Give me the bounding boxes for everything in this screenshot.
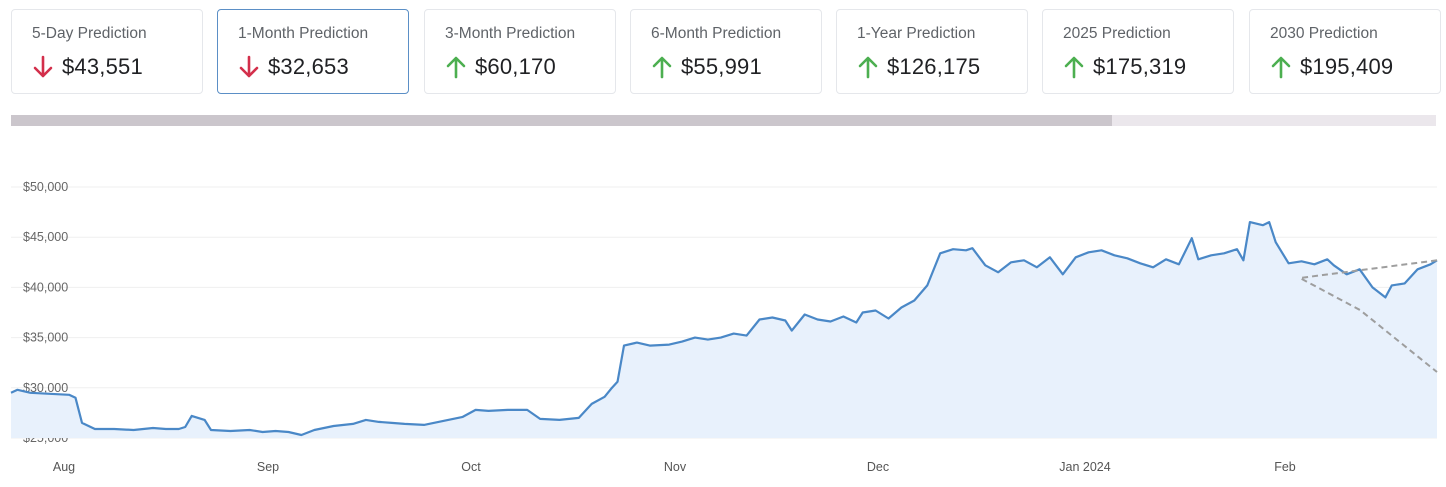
prediction-value-row: $60,170 [445, 52, 556, 82]
arrow-down-icon [33, 55, 53, 78]
arrow-up-icon [446, 56, 466, 79]
arrow-up-icon [1271, 56, 1291, 79]
prediction-value: $43,551 [62, 54, 143, 79]
prediction-card[interactable]: 2025 Prediction $175,319 [1042, 9, 1234, 94]
prediction-label: 5-Day Prediction [32, 25, 147, 42]
x-tick-label: Jan 2024 [1059, 460, 1110, 474]
price-area [11, 222, 1437, 438]
arrow-up-icon [858, 56, 878, 79]
x-tick-label: Nov [664, 460, 687, 474]
x-tick-label: Oct [461, 460, 481, 474]
prediction-value: $32,653 [268, 54, 349, 79]
x-tick-label: Sep [257, 460, 279, 474]
price-prediction-chart: $50,000$45,000$40,000$35,000$30,000$25,0… [10, 180, 1438, 474]
y-tick-label: $35,000 [23, 331, 68, 345]
y-tick-label: $45,000 [23, 230, 68, 244]
x-tick-label: Dec [867, 460, 889, 474]
prediction-label: 1-Year Prediction [857, 25, 976, 42]
prediction-card[interactable]: 1-Year Prediction $126,175 [836, 9, 1028, 94]
prediction-card[interactable]: 5-Day Prediction $43,551 [11, 9, 203, 94]
arrow-up-icon [1064, 56, 1084, 79]
prediction-value-row: $43,551 [32, 52, 143, 82]
forecast-line [1296, 259, 1438, 373]
prediction-value: $175,319 [1093, 54, 1187, 79]
y-tick-label: $30,000 [23, 381, 68, 395]
prediction-card[interactable]: 1-Month Prediction $32,653 [217, 9, 409, 94]
prediction-value-row: $195,409 [1270, 52, 1393, 82]
price-line [10, 221, 1438, 437]
prediction-label: 3-Month Prediction [445, 25, 576, 42]
x-tick-label: Feb [1274, 460, 1296, 474]
prediction-value: $126,175 [887, 54, 981, 79]
prediction-label: 2025 Prediction [1063, 25, 1171, 42]
prediction-cards: 5-Day Prediction $43,551 1-Month Predictio… [11, 9, 1446, 96]
prediction-card[interactable]: 6-Month Prediction $55,991 [630, 9, 822, 94]
prediction-label: 1-Month Prediction [238, 25, 369, 42]
prediction-card[interactable]: 2030 Prediction $195,409 [1249, 9, 1441, 94]
y-tick-label: $50,000 [23, 180, 68, 194]
arrow-up-icon [652, 56, 672, 79]
scrollbar-thumb[interactable] [11, 115, 1112, 126]
prediction-value: $60,170 [475, 54, 556, 79]
prediction-value: $195,409 [1300, 54, 1394, 79]
prediction-label: 2030 Prediction [1270, 25, 1378, 42]
horizontal-scrollbar[interactable] [11, 115, 1436, 126]
prediction-label: 6-Month Prediction [651, 25, 782, 42]
arrow-down-icon [239, 55, 259, 78]
prediction-value-row: $55,991 [651, 52, 762, 82]
prediction-card[interactable]: 3-Month Prediction $60,170 [424, 9, 616, 94]
prediction-value-row: $126,175 [857, 52, 980, 82]
y-tick-label: $40,000 [23, 280, 68, 294]
prediction-value-row: $32,653 [238, 52, 349, 82]
x-tick-label: Aug [53, 460, 75, 474]
prediction-value-row: $175,319 [1063, 52, 1186, 82]
prediction-value: $55,991 [681, 54, 762, 79]
